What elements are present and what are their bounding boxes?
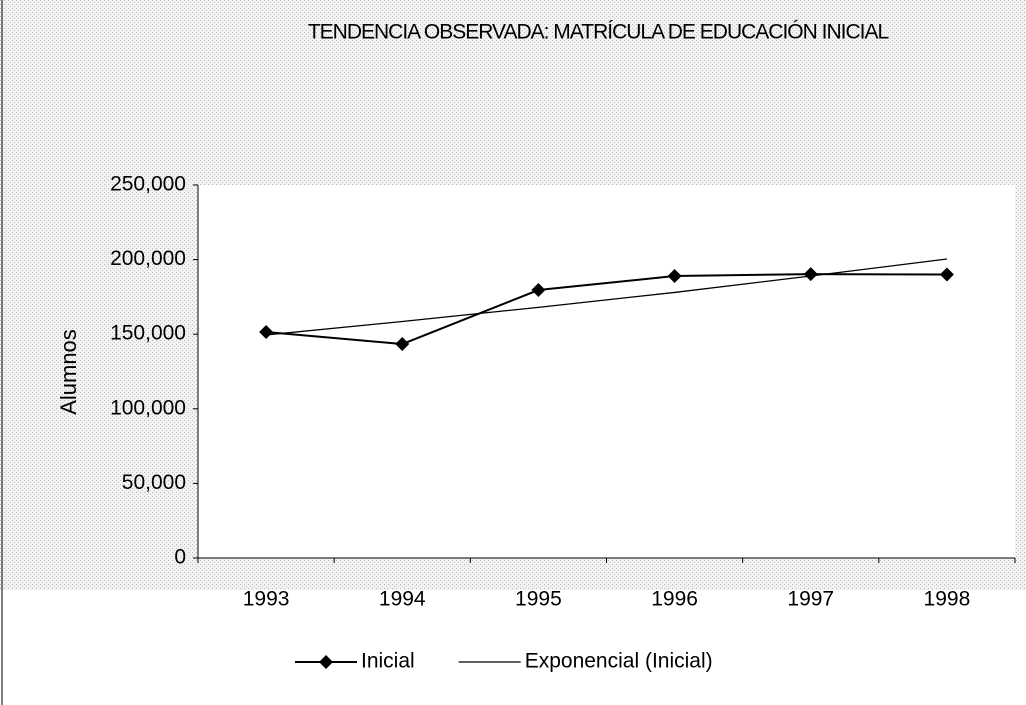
y-tick-label: 150,000	[110, 322, 186, 345]
x-tick-label: 1996	[651, 588, 698, 611]
y-tick-label: 100,000	[110, 396, 186, 419]
x-tick-label: 1998	[924, 588, 971, 611]
data-point	[939, 267, 954, 282]
x-tick-label: 1995	[515, 588, 562, 611]
series-line	[265, 273, 947, 346]
data-point	[259, 324, 274, 339]
x-tick-label: 1993	[243, 588, 290, 611]
y-tick-label: 50,000	[122, 471, 186, 494]
data-point	[803, 267, 818, 282]
y-tick-label: 250,000	[110, 173, 186, 196]
legend-label: Exponencial (Inicial)	[525, 650, 713, 673]
data-point	[395, 337, 410, 352]
legend-marker	[319, 655, 333, 669]
y-tick-label: 200,000	[110, 247, 186, 270]
chart-title: TENDENCIA OBSERVADA: MATRÍCULA DE EDUCAC…	[308, 21, 889, 44]
y-tick-label: 0	[174, 546, 186, 569]
legend-label: Inicial	[361, 650, 415, 673]
series-line	[266, 258, 947, 336]
legend-area	[0, 590, 1026, 705]
x-tick-label: 1994	[379, 588, 426, 611]
plot-area	[198, 185, 1015, 558]
y-axis-label: Alumnos	[56, 329, 81, 415]
x-tick-label: 1997	[787, 588, 834, 611]
data-point	[531, 283, 546, 298]
data-point	[667, 269, 682, 284]
